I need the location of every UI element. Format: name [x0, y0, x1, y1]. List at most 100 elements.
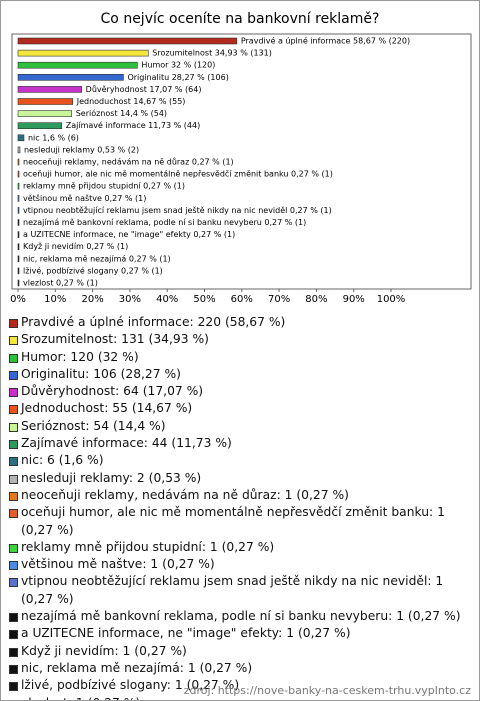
- legend-item: Když ji nevidím: 1 (0,27 %): [9, 643, 469, 660]
- legend-swatch: [9, 699, 18, 700]
- legend-label: vtipnou neobtěžující reklamu jsem snad j…: [21, 574, 444, 606]
- x-tick-label: 0%: [10, 294, 26, 305]
- chart-title: Co nejvíc oceníte na bankovní reklamě?: [101, 11, 380, 27]
- legend-label: Serióznost: 54 (14,4 %): [21, 418, 166, 433]
- bar: [17, 243, 20, 250]
- bar-label: většinou mě naštve 0,27 % (1): [23, 193, 146, 203]
- source: zdroj: https://nove-banky-na-ceskem-trhu…: [183, 684, 471, 697]
- legend-label: Zajímavé informace: 44 (11,73 %): [21, 436, 232, 451]
- legend-swatch: [9, 664, 18, 674]
- legend-label: Jednoduchost: 55 (14,67 %): [21, 401, 193, 416]
- bar-label: Humor 32 % (120): [141, 61, 215, 70]
- legend-swatch: [9, 336, 18, 346]
- legend-swatch: [9, 370, 18, 380]
- x-tick-label: 90%: [343, 294, 365, 305]
- legend-item: a UZITECNE informace, ne "image" efekty:…: [9, 625, 469, 642]
- bar: [17, 110, 73, 117]
- bar-label: lživé, podbízivé slogany 0,27 % (1): [23, 265, 163, 275]
- legend-swatch: [9, 388, 18, 398]
- legend-label: Když ji nevidím: 1 (0,27 %): [21, 643, 187, 658]
- legend-swatch: [9, 561, 18, 571]
- bar-label: Zajímavé informace 11,73 % (44): [66, 120, 200, 130]
- legend-swatch: [9, 630, 18, 640]
- bar: [17, 279, 20, 287]
- bar-label: Originalitu 28,27 % (106): [127, 73, 228, 82]
- legend-item: nic: 6 (1,6 %): [9, 452, 469, 469]
- bar-label: vtipnou neobtěžující reklamu jsem snad j…: [23, 205, 332, 215]
- bar: [17, 98, 74, 105]
- legend-swatch: [9, 474, 18, 484]
- bar: [17, 74, 124, 81]
- bar: [17, 134, 25, 142]
- legend-swatch: [9, 405, 18, 415]
- bar-label: nesleduji reklamy 0,53 % (2): [24, 145, 139, 154]
- legend-item: neoceňuji reklamy, nedávám na ně důraz: …: [9, 487, 469, 504]
- x-tick-label: 20%: [81, 294, 103, 305]
- bar: [17, 61, 138, 69]
- legend-item: vtipnou neobtěžující reklamu jsem snad j…: [9, 573, 469, 608]
- bar-label: nic, reklama mě nezajímá 0,27 % (1): [23, 254, 171, 263]
- bar-label: Důvěryhodnost 17,07 % (64): [86, 84, 202, 94]
- legend-label: a UZITECNE informace, ne "image" efekty:…: [21, 626, 351, 641]
- bar-label: oceňuji humor, ale nic mě momentálně nep…: [23, 169, 333, 179]
- bar: [17, 49, 149, 57]
- bar-label: reklamy mně přijdou stupidní 0,27 % (1): [23, 182, 185, 191]
- legend-label: nic, reklama mě nezajímá: 1 (0,27 %): [21, 660, 253, 675]
- legend-swatch: [9, 682, 18, 692]
- legend-swatch: [9, 578, 18, 588]
- bar-label: vlezlost 0,27 % (1): [23, 279, 98, 288]
- legend-item: vlezlost: 1 (0,27 %): [9, 695, 469, 700]
- x-tick-label: 30%: [119, 294, 141, 305]
- bar: [17, 207, 20, 214]
- bar: [17, 86, 82, 93]
- legend-item: nesleduji reklamy: 2 (0,53 %): [9, 470, 469, 487]
- legend-label: lživé, podbízivé slogany: 1 (0,27 %): [21, 678, 240, 693]
- legend-swatch: [9, 319, 18, 328]
- legend-swatch: [9, 422, 18, 432]
- legend-label: většinou mě naštve: 1 (0,27 %): [21, 557, 215, 572]
- legend-swatch: [9, 543, 18, 553]
- legend-item: Jednoduchost: 55 (14,67 %): [9, 400, 469, 417]
- legend-label: nic: 6 (1,6 %): [21, 453, 104, 468]
- bar: [17, 267, 20, 275]
- legend-label: neoceňuji reklamy, nedávám na ně důraz: …: [21, 487, 349, 502]
- bar-label: Srozumitelnost 34,93 % (131): [152, 49, 272, 58]
- x-tick-label: 40%: [156, 294, 178, 305]
- bar: [17, 219, 20, 226]
- legend-label: Srozumitelnost: 131 (34,93 %): [21, 332, 209, 347]
- legend-label: oceňuji humor, ale nic mě momentálně nep…: [21, 505, 445, 537]
- legend-swatch: [9, 491, 18, 501]
- bar-label: Pravdivé a úplné informace 58,67 % (220): [241, 36, 410, 46]
- bar: [17, 146, 21, 154]
- legend-swatch: [9, 440, 18, 450]
- legend-item: lživé, podbízivé slogany: 1 (0,27 %): [9, 677, 469, 694]
- bar-label: nezajímá mě bankovní reklama, podle ní s…: [23, 218, 306, 227]
- bar: [17, 170, 20, 178]
- x-tick-label: 50%: [193, 294, 215, 305]
- bar-label: a UZITECNE informace, ne "image" efekty …: [23, 230, 235, 239]
- legend-label: nesleduji reklamy: 2 (0,53 %): [21, 470, 202, 485]
- legend-swatch: [9, 647, 18, 657]
- legend-label: Důvěryhodnost: 64 (17,07 %): [21, 384, 204, 399]
- legend-item: Důvěryhodnost: 64 (17,07 %): [9, 383, 469, 400]
- legend-swatch: [9, 353, 18, 363]
- legend-item: Serióznost: 54 (14,4 %): [9, 418, 469, 435]
- x-tick-label: 100%: [377, 294, 406, 305]
- bar-label: Serióznost 14,4 % (54): [76, 108, 167, 118]
- legend-swatch: [9, 613, 18, 623]
- bar: [17, 122, 63, 129]
- bar: [17, 182, 20, 190]
- legend-label: Humor: 120 (32 %): [21, 349, 139, 364]
- bar: [17, 195, 20, 202]
- x-tick-label: 70%: [268, 294, 290, 305]
- legend-item: oceňuji humor, ale nic mě momentálně nep…: [9, 504, 469, 539]
- legend-swatch: [9, 457, 18, 467]
- bar: [17, 231, 20, 238]
- chart: Co nejvíc oceníte na bankovní reklamě? 0…: [10, 11, 472, 305]
- bar-label: Jednoduchost 14,67 % (55): [76, 97, 186, 106]
- legend-label: Pravdivé a úplné informace: 220 (58,67 %…: [21, 315, 286, 329]
- legend-item: nic, reklama mě nezajímá: 1 (0,27 %): [9, 660, 469, 677]
- bar-label: nic 1,6 % (6): [28, 133, 79, 142]
- legend-item: Pravdivé a úplné informace: 220 (58,67 %…: [9, 314, 469, 331]
